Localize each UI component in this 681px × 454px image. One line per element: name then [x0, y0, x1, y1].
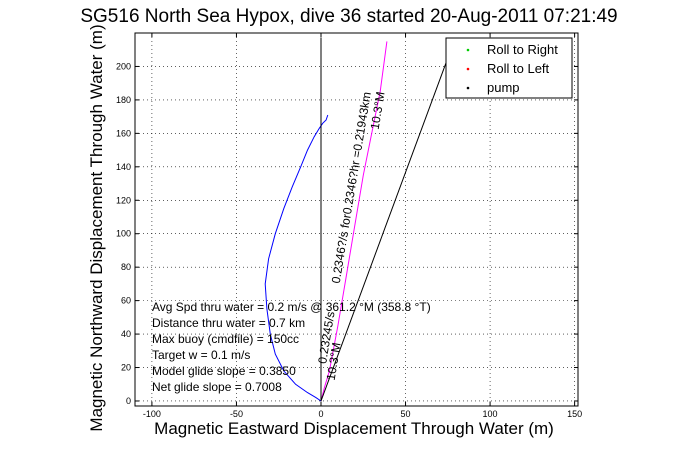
y-tick-label: 180	[116, 95, 131, 105]
legend-label: Roll to Right	[487, 42, 558, 57]
series-line-1	[320, 41, 388, 402]
plot-frame	[134, 32, 579, 407]
legend-marker	[466, 67, 470, 71]
y-tick-label: 160	[116, 128, 131, 138]
legend-marker	[466, 86, 470, 90]
legend-label: Roll to Left	[487, 61, 550, 76]
x-tick-label: 150	[567, 409, 582, 419]
x-axis-label: Magnetic Eastward Displacement Through W…	[154, 419, 554, 438]
y-tick-label: 40	[121, 329, 131, 339]
y-tick-label: 140	[116, 162, 131, 172]
chart-title: SG516 North Sea Hypox, dive 36 started 2…	[80, 6, 617, 27]
x-tick-label: 0	[318, 409, 323, 419]
legend: Roll to Right Roll to Left pump	[445, 37, 573, 99]
x-tick-label: 50	[401, 409, 411, 419]
y-tick-label: 120	[116, 195, 131, 205]
y-tick-label: 20	[121, 363, 131, 373]
stats-line: Target w = 0.1 m/s	[152, 348, 250, 362]
x-tick-label: -50	[230, 409, 243, 419]
x-tick-label: -100	[143, 409, 161, 419]
y-tick-label: 0	[126, 396, 131, 406]
axis-ticks: -100 -50 0 50 100 150 0 20 40 60 80 100 120 140 160 180…	[116, 33, 582, 419]
current-direction-label: 10.3°M	[368, 91, 388, 131]
stats-line: Distance thru water = 0.7 km	[152, 316, 305, 330]
y-tick-label: 80	[121, 262, 131, 272]
series-layer	[264, 38, 449, 402]
y-tick-label: 60	[121, 296, 131, 306]
y-axis-label: Magnetic Northward Displacement Through …	[87, 24, 106, 431]
stats-line: Net glide slope = 0.7008	[152, 380, 282, 394]
stats-line: Model glide slope = 0.3850	[152, 364, 296, 378]
x-tick-label: 100	[483, 409, 498, 419]
legend-marker	[466, 48, 470, 52]
legend-label: pump	[487, 80, 520, 95]
y-tick-label: 200	[116, 61, 131, 71]
stats-line: Avg Spd thru water = 0.2 m/s @ 361.2 °M …	[152, 300, 431, 314]
series-line-0	[264, 114, 329, 402]
stats-line: Max buoy (cmdfile) = 150cc	[152, 332, 299, 346]
y-tick-label: 100	[116, 229, 131, 239]
drift-direction-label: 10.3°M	[324, 341, 344, 381]
series-line-2	[320, 57, 449, 402]
